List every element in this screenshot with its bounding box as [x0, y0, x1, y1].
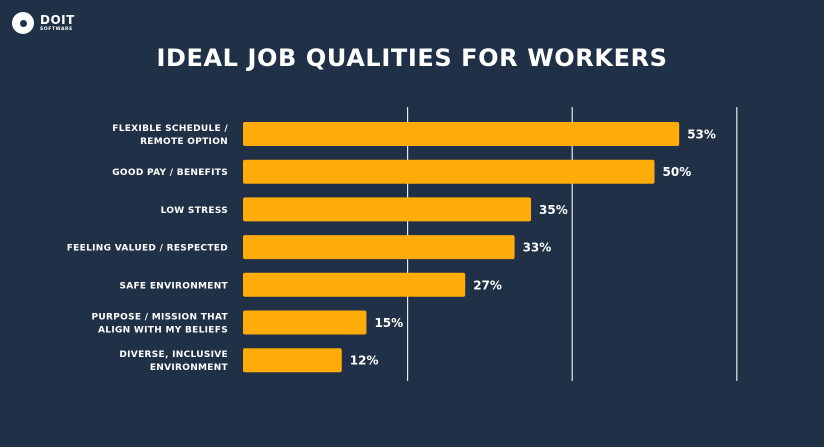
category-label: FEELING VALUED / RESPECTED — [67, 244, 228, 254]
category-label-line: SAFE ENVIRONMENT — [119, 281, 228, 291]
bar — [243, 159, 655, 184]
logo-text: DOIT SOFTWARE — [40, 14, 75, 33]
category-label-line: DIVERSE, INCLUSIVE — [119, 350, 228, 360]
chart-title: IDEAL JOB QUALITIES FOR WORKERS — [156, 44, 668, 72]
category-label-line: FLEXIBLE SCHEDULE / — [112, 124, 228, 134]
category-label-line: LOW STRESS — [161, 206, 228, 216]
category-label: PURPOSE / MISSION THAT ALIGN WITH MY BELI… — [92, 313, 229, 336]
category-label: DIVERSE, INCLUSIVE ENVIRONMENT — [119, 350, 228, 373]
category-label-line: PURPOSE / MISSION THAT — [92, 313, 229, 323]
category-label: GOOD PAY / BENEFITS — [112, 168, 228, 178]
bar-value-label: 50% — [663, 165, 692, 179]
bar — [243, 348, 342, 373]
bar-value-label: 12% — [350, 354, 379, 368]
logo-name: DOIT — [40, 12, 75, 27]
bar-value-label: 33% — [523, 241, 552, 255]
category-label-line: FEELING VALUED / RESPECTED — [67, 244, 228, 254]
bar — [243, 197, 532, 222]
logo-circle-icon — [12, 12, 34, 34]
bar — [243, 310, 367, 335]
bar-value-label: 53% — [687, 128, 716, 142]
bar — [243, 122, 680, 146]
category-label-line: ALIGN WITH MY BELIEFS — [98, 326, 228, 336]
category-label-line: GOOD PAY / BENEFITS — [112, 168, 228, 178]
category-label-line: REMOTE OPTION — [140, 137, 228, 147]
category-label: LOW STRESS — [161, 206, 228, 216]
category-label: SAFE ENVIRONMENT — [119, 281, 228, 291]
bar — [243, 235, 515, 260]
category-label-line: ENVIRONMENT — [150, 363, 229, 373]
category-label: FLEXIBLE SCHEDULE / REMOTE OPTION — [112, 124, 228, 147]
logo-subtitle: SOFTWARE — [40, 26, 73, 32]
bar-value-label: 27% — [473, 278, 502, 292]
brand-logo: DOIT SOFTWARE — [12, 10, 75, 36]
bar-value-label: 35% — [539, 203, 568, 217]
bar — [243, 272, 466, 297]
bar-value-label: 15% — [374, 316, 403, 330]
